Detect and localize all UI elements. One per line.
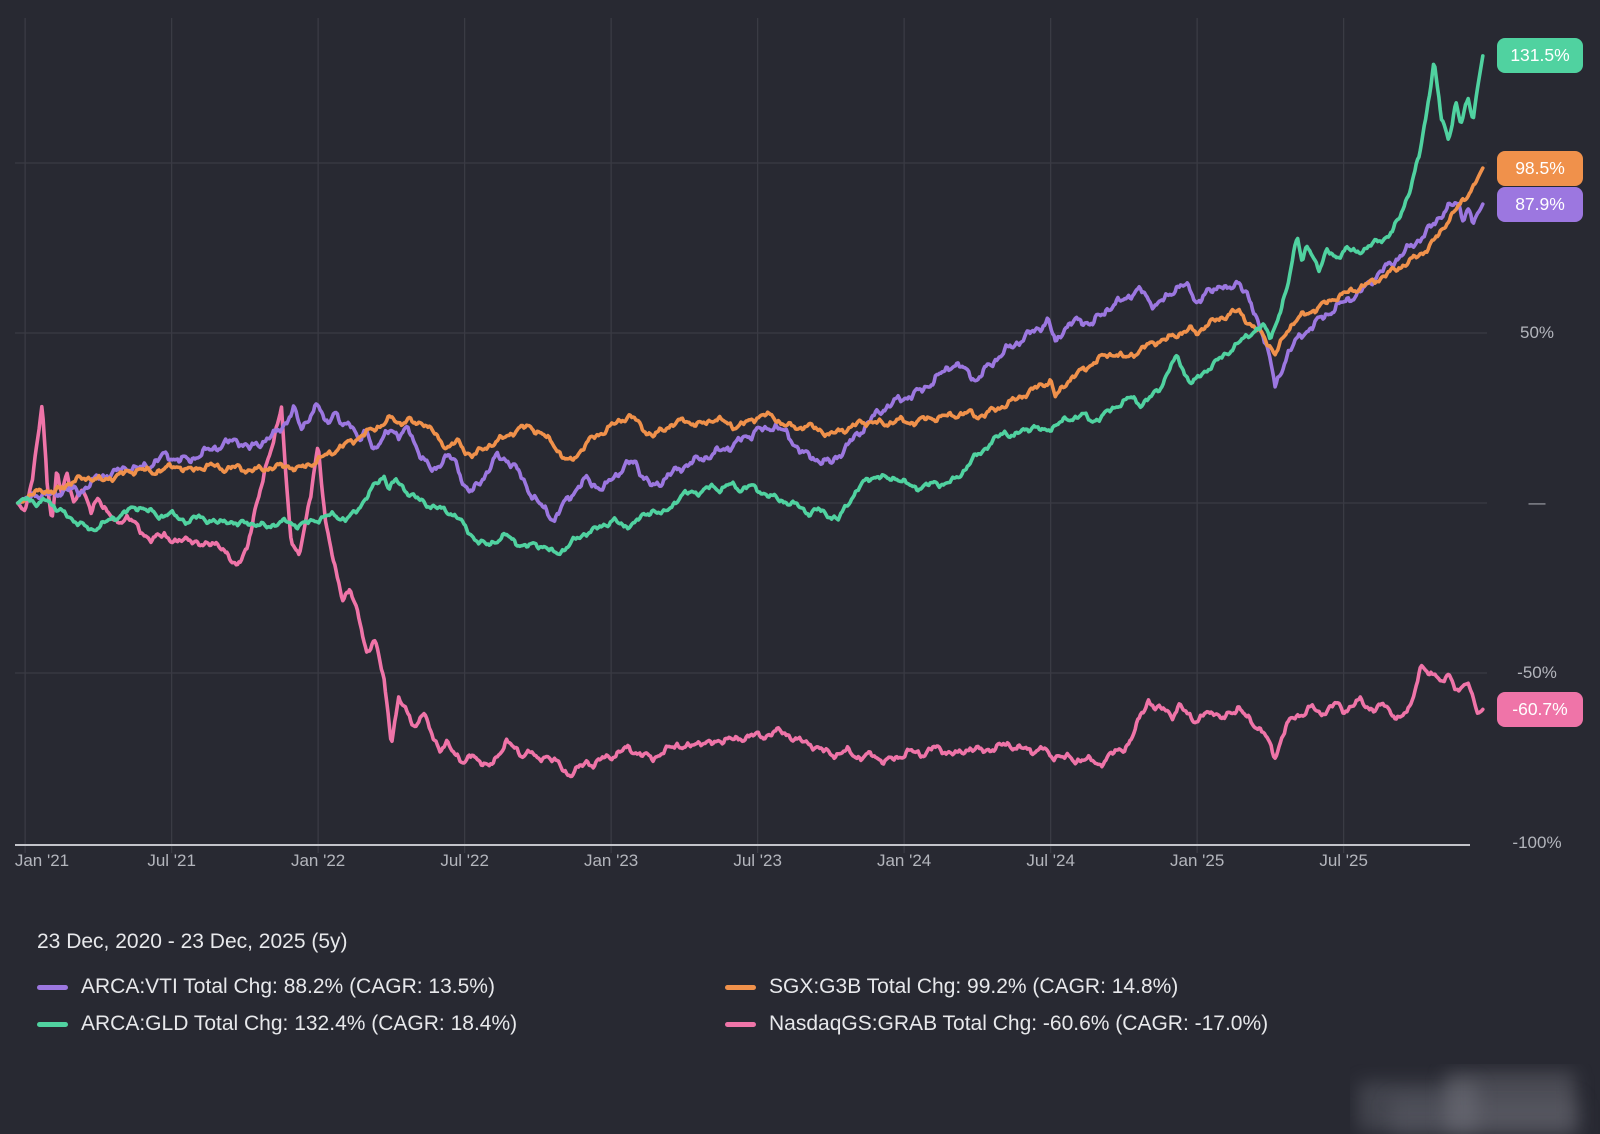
x-axis-label: Jan '23 [583,851,639,870]
end-value-badge-sgx-g3b: 98.5% [1497,150,1583,186]
y-axis-label: -100% [1512,833,1562,852]
y-axis-label: 50% [1519,323,1555,342]
end-value-badge-arca-gld: 131.5% [1497,38,1583,74]
x-axis-label: Jan '25 [1169,851,1225,870]
legend-item-label: NasdaqGS:GRAB Total Chg: -60.6% (CAGR: -… [769,1012,1269,1035]
x-axis-label: Jul '23 [733,851,782,870]
legend-item-grab[interactable]: NasdaqGS:GRAB Total Chg: -60.6% (CAGR: -… [725,1010,1268,1038]
legend-item-label: SGX:G3B Total Chg: 99.2% (CAGR: 14.8%) [769,975,1179,998]
legend-item-vti[interactable]: ARCA:VTI Total Chg: 88.2% (CAGR: 13.5%) [37,973,725,1001]
price-line-nasdaqgs-grab[interactable] [15,404,1485,779]
x-axis-label: Jan '22 [290,851,346,870]
x-axis-label: Jan '24 [876,851,932,870]
legend-item-gld[interactable]: ARCA:GLD Total Chg: 132.4% (CAGR: 18.4%) [37,1010,725,1038]
g3b-color-swatch [725,984,756,990]
end-value-badge-nasdaqgs-grab: -60.7% [1497,691,1583,727]
x-axis-label: Jul '25 [1319,851,1368,870]
y-axis-label: — [1528,493,1546,512]
watermark-blur [1350,1064,1600,1134]
x-axis-label: Jul '24 [1026,851,1075,870]
gld-color-swatch [37,1021,68,1027]
legend-item-label: ARCA:VTI Total Chg: 88.2% (CAGR: 13.5%) [81,975,495,998]
grab-color-swatch [725,1021,756,1027]
date-range-label: 23 Dec, 2020 - 23 Dec, 2025 (5y) [37,930,348,953]
vti-color-swatch [37,984,68,990]
legend-item-label: ARCA:GLD Total Chg: 132.4% (CAGR: 18.4%) [81,1012,518,1035]
end-value-badge-arca-vti: 87.9% [1497,186,1583,222]
price-line-sgx-g3b[interactable] [15,166,1485,505]
legend-item-g3b[interactable]: SGX:G3B Total Chg: 99.2% (CAGR: 14.8%) [725,973,1268,1001]
chart-legend: ARCA:VTI Total Chg: 88.2% (CAGR: 13.5%) … [37,973,1268,1038]
price-line-arca-gld[interactable] [15,54,1485,557]
price-line-arca-vti[interactable] [15,201,1485,524]
x-axis-label: Jan '21 [14,851,70,870]
x-axis-label: Jul '22 [440,851,489,870]
x-axis-label: Jul '21 [147,851,196,870]
y-axis-label: -50% [1517,663,1557,682]
